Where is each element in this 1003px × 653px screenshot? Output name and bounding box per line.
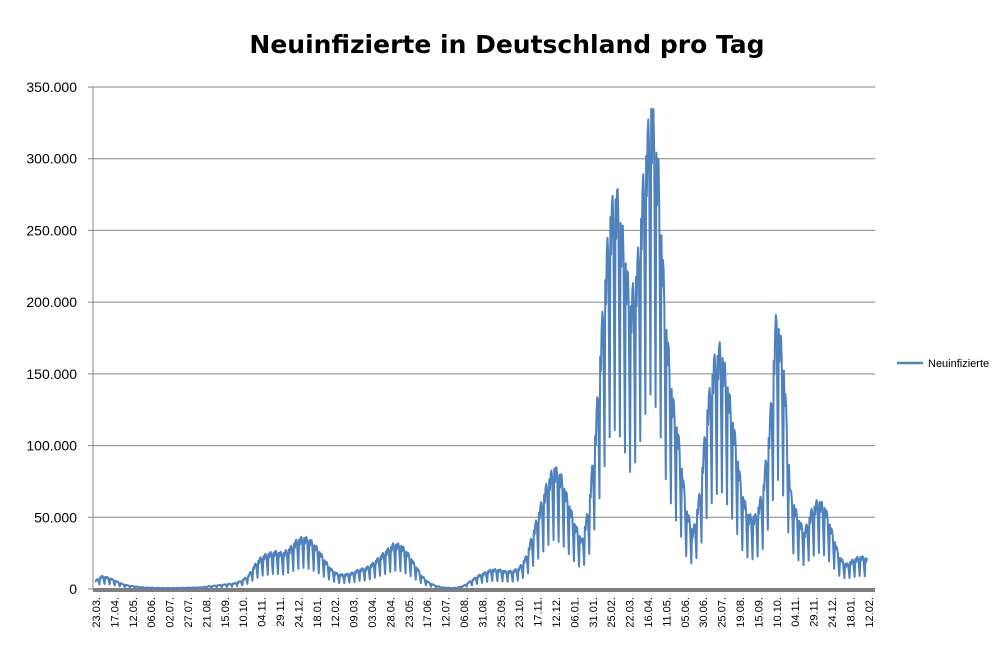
y-tick-label: 350.000 [26,79,77,95]
x-tick-label: 09.03. [349,597,361,628]
x-tick-label: 25.09. [496,597,508,628]
y-tick-label: 50.000 [34,509,77,525]
x-tick-label: 24.12. [827,597,839,628]
y-axis: 0 50.000 100.000 150.000 200.000 250.000 300.0… [26,79,94,597]
x-tick-label: 17.04. [109,597,121,628]
x-tick-label: 12.05. [128,597,140,628]
x-tick-label: 04.11. [257,597,269,627]
x-tick-label: 23.10. [514,597,526,628]
x-tick-label: 10.10. [238,597,250,628]
y-tick-label: 150.000 [26,366,77,382]
y-tick-label: 250.000 [26,222,77,238]
x-tick-label: 17.11. [533,597,545,627]
x-tick-label: 15.09. [220,597,232,628]
series-line-neuinfizierte [94,107,868,590]
y-tick-label: 200.000 [26,294,77,310]
chart-title: Neuinfizierte in Deutschland pro Tag [249,30,765,59]
x-tick-label: 28.04. [385,597,397,628]
x-tick-label: 12.12. [551,597,563,628]
x-tick-label: 05.06. [680,597,692,628]
x-tick-label: 23.03. [91,597,103,628]
x-tick-label: 06.06. [146,597,158,628]
x-tick-label: 29.11. [275,597,287,627]
x-tick-label: 29.11. [809,597,821,627]
y-tick-label: 0 [69,581,77,597]
x-tick-label: 12.07. [441,597,453,628]
x-tick-label: 30.06. [698,597,710,628]
x-axis: 23.03. 17.04. 12.05. 06.06. 02.07. 27.07. 21.0… [91,588,876,628]
x-tick-label: 10.10. [772,597,784,628]
x-tick-label: 11.05. [661,597,673,627]
x-tick-label: 02.07. [165,597,177,628]
x-tick-label: 25.02. [606,597,618,628]
x-tick-label: 17.06. [422,597,434,628]
x-tick-label: 18.01. [312,597,324,628]
y-tick-label: 300.000 [26,151,77,167]
x-tick-label: 03.04. [367,597,379,628]
x-tick-label: 06.01. [569,597,581,628]
x-tick-label: 04.11. [790,597,802,627]
x-tick-label: 21.08. [201,597,213,628]
x-tick-label: 12.02. [864,597,876,628]
x-tick-label: 23.05. [404,597,416,628]
x-tick-label: 18.01. [845,597,857,628]
legend: Neuinfizierte [897,358,989,370]
x-tick-label: 12.02. [330,597,342,628]
x-tick-label: 16.04. [643,597,655,628]
x-tick-label: 15.09. [753,597,765,628]
x-tick-label: 22.03. [625,597,637,628]
y-tick-label: 100.000 [26,438,77,454]
x-tick-label: 31.08. [477,597,489,628]
x-tick-label: 25.07. [717,597,729,628]
x-tick-label: 19.08. [735,597,747,628]
x-tick-label: 27.07. [183,597,195,628]
gridlines [93,86,875,518]
x-tick-label: 06.08. [459,597,471,628]
legend-label-neuinfizierte: Neuinfizierte [928,358,989,370]
x-tick-label: 24.12. [293,597,305,628]
x-tick-label: 31.01. [588,597,600,628]
